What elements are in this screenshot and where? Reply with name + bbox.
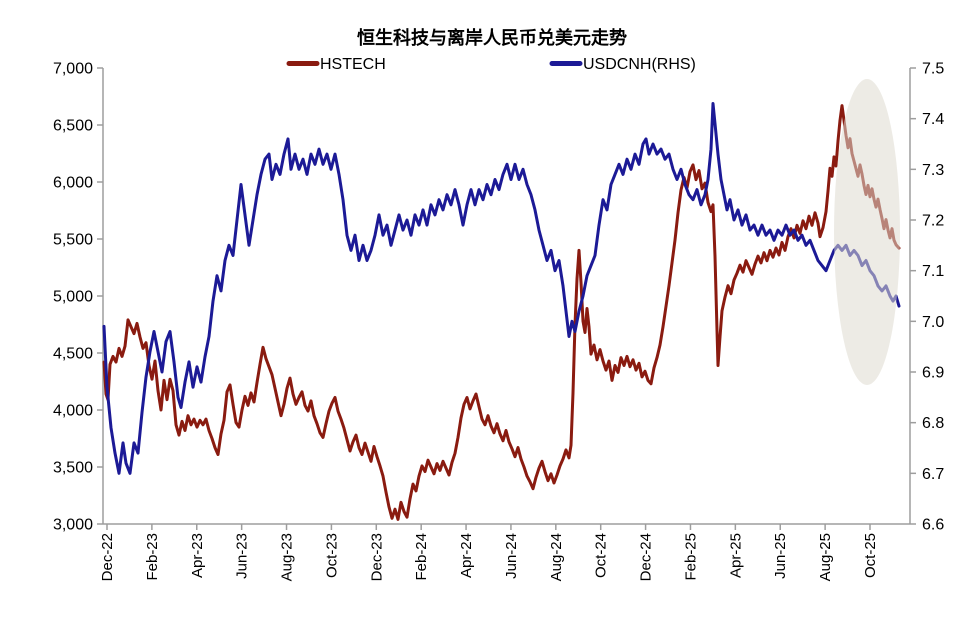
y-axis-left-tick-label: 3,500 — [53, 460, 93, 477]
y-axis-left-tick-label: 6,500 — [53, 118, 93, 135]
y-axis-right-tick-label: 7.3 — [922, 162, 944, 179]
x-axis-tick-label: Apr-23 — [189, 533, 206, 578]
y-axis-right-tick-label: 7.1 — [922, 263, 944, 280]
x-axis-tick-label: Jun-24 — [503, 533, 520, 579]
y-axis-left-tick-label: 4,000 — [53, 403, 93, 420]
y-axis-left-tick-label: 5,500 — [53, 232, 93, 249]
series-line-hstech — [102, 104, 901, 521]
legend-usdcnh-label: USDCNH(RHS) — [583, 56, 696, 73]
series-line-usdcnh-rhs- — [102, 102, 901, 475]
axes: 7,000 6,500 6,000 5,500 5,000 4,500 4,000 3,500… — [53, 61, 944, 582]
legend: HSTECH USDCNH(RHS) — [286, 56, 696, 73]
x-axis-tick-label: Apr-24 — [458, 533, 475, 578]
y-axis-left-tick-label: 4,500 — [53, 346, 93, 363]
highlight-ellipse — [834, 79, 900, 385]
y-axis-right-tick-label: 7.5 — [922, 61, 944, 78]
data-series — [102, 102, 901, 521]
x-axis-tick-label: Jun-23 — [234, 533, 251, 579]
x-axis-tick-label: Oct-23 — [323, 533, 340, 578]
x-axis-tick-label: Oct-24 — [593, 533, 610, 578]
y-axis-right-tick-label: 6.9 — [922, 365, 944, 382]
y-axis-left-tick-label: 7,000 — [53, 61, 93, 78]
y-axis-right-tick-label: 6.7 — [922, 466, 944, 483]
x-axis-tick-label: Dec-22 — [99, 533, 116, 581]
legend-hstech-label: HSTECH — [320, 56, 386, 73]
y-axis-left-tick-label: 5,000 — [53, 289, 93, 306]
x-axis-tick-label: Aug-23 — [279, 533, 296, 581]
x-axis-tick-label: Dec-23 — [368, 533, 385, 581]
x-axis-tick-label: Dec-24 — [638, 533, 655, 581]
y-axis-left-tick-label: 3,000 — [53, 517, 93, 534]
x-axis-tick-label: Jun-25 — [772, 533, 789, 579]
y-axis-right-tick-label: 6.8 — [922, 415, 944, 432]
y-axis-left-tick-label: 6,000 — [53, 175, 93, 192]
x-axis-tick-label: Feb-23 — [144, 533, 161, 581]
y-axis-right-tick-label: 7.4 — [922, 111, 944, 128]
y-axis-right-tick-label: 7.2 — [922, 213, 944, 230]
x-axis-tick-label: Feb-25 — [682, 533, 699, 581]
x-axis-tick-label: Apr-25 — [727, 533, 744, 578]
y-axis-right-tick-label: 7.0 — [922, 314, 944, 331]
x-axis-tick-label: Oct-25 — [862, 533, 879, 578]
chart-title: 恒生科技与离岸人民币兑美元走势 — [357, 27, 627, 48]
x-axis-tick-label: Aug-24 — [548, 533, 565, 581]
x-axis-tick-label: Aug-25 — [817, 533, 834, 581]
x-axis-tick-label: Feb-24 — [413, 533, 430, 581]
y-axis-right-tick-label: 6.6 — [922, 517, 944, 534]
